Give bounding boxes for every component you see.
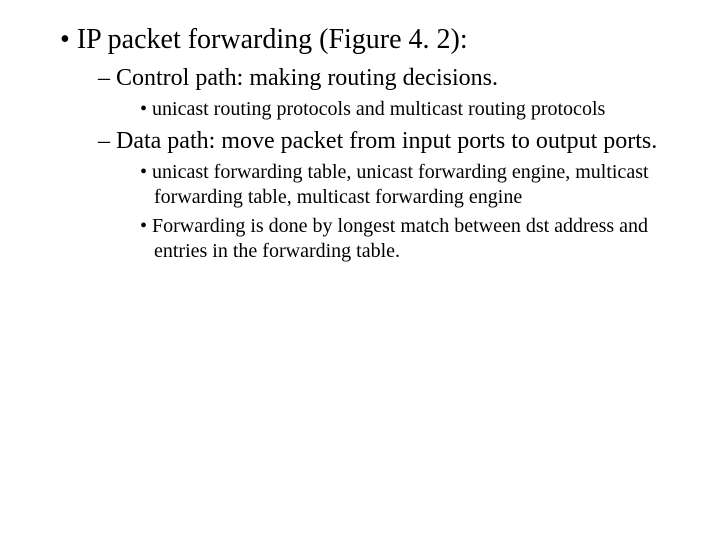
bullet-marker: • (140, 215, 152, 237)
bullet-level3: • Forwarding is done by longest match be… (140, 214, 650, 264)
bullet-level2: – Control path: making routing decisions… (98, 63, 660, 93)
bullet-marker: • (60, 24, 77, 55)
bullet-marker: • (140, 98, 152, 120)
bullet-text: Control path: making routing decisions. (116, 65, 498, 91)
bullet-marker: – (98, 128, 116, 154)
bullet-text: IP packet forwarding (Figure 4. 2): (77, 24, 468, 55)
bullet-text: unicast forwarding table, unicast forwar… (152, 161, 649, 208)
slide: • IP packet forwarding (Figure 4. 2): – … (0, 0, 720, 540)
bullet-text: Data path: move packet from input ports … (116, 128, 657, 154)
bullet-marker: • (140, 161, 152, 183)
bullet-text: Forwarding is done by longest match betw… (152, 215, 648, 262)
bullet-text: unicast routing protocols and multicast … (152, 98, 605, 120)
bullet-level3: • unicast routing protocols and multicas… (140, 97, 650, 122)
bullet-level3: • unicast forwarding table, unicast forw… (140, 160, 650, 210)
bullet-marker: – (98, 65, 116, 91)
bullet-level1: • IP packet forwarding (Figure 4. 2): (60, 22, 660, 57)
bullet-level2: – Data path: move packet from input port… (98, 126, 660, 156)
